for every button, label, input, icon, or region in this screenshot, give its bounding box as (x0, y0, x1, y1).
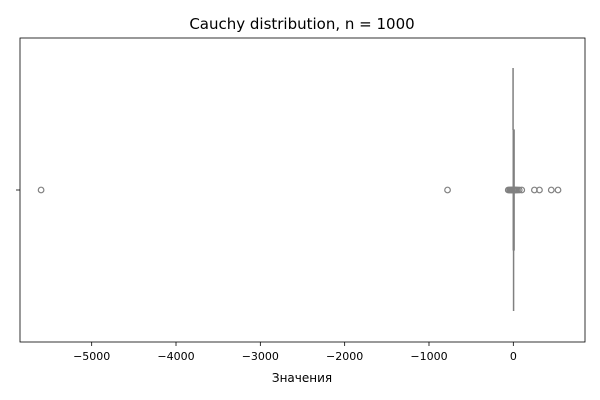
x-tick-label: −3000 (242, 350, 279, 363)
x-tick-label: −5000 (73, 350, 110, 363)
outlier-point (547, 186, 555, 194)
outlier-point (444, 186, 451, 194)
plot-area (19, 37, 586, 343)
outlier-point (518, 186, 526, 194)
x-axis: −5000 −4000 −3000 −2000 −1000 0 (73, 342, 517, 363)
outliers (37, 186, 562, 194)
outlier-point (536, 186, 543, 194)
outlier-point (515, 186, 523, 194)
x-tick-label: −4000 (157, 350, 194, 363)
x-axis-label: Значения (272, 371, 332, 385)
outlier-point (554, 186, 562, 194)
x-tick-label: −1000 (410, 350, 447, 363)
x-tick-label: −2000 (326, 350, 363, 363)
x-tick-label: 0 (510, 350, 517, 363)
chart-title: Cauchy distribution, n = 1000 (189, 15, 414, 33)
outlier-point (37, 186, 45, 194)
